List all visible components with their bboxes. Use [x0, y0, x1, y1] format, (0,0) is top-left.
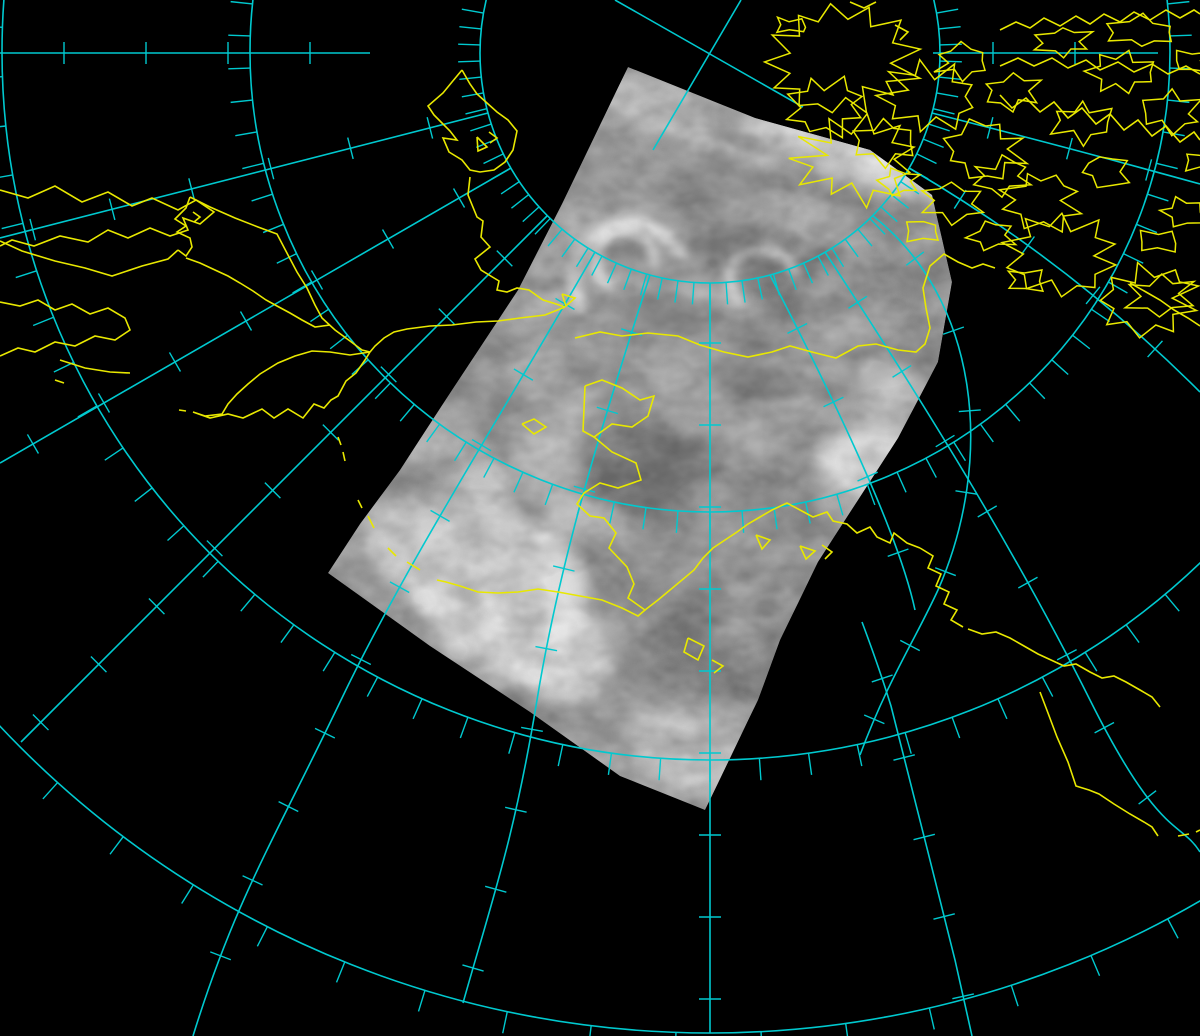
- coastline-coast-dash-v2: [342, 451, 346, 462]
- coastline-island: [1184, 153, 1200, 173]
- coastline-anadyr-dash-b: [54, 379, 65, 384]
- coastline-panhandle-chain: [967, 628, 1161, 708]
- coastline-pws-islet-c: [821, 544, 834, 560]
- coastline-seward-peninsula: [582, 379, 656, 438]
- coastline-kodiak-islet: [711, 659, 725, 674]
- coastline-diomede-islet: [561, 293, 577, 308]
- coastline-polar-top-bit-b: [894, 24, 910, 41]
- coastline-island: [997, 172, 1084, 234]
- coastline-layer: [0, 1, 1200, 837]
- coastline-island: [1157, 195, 1200, 228]
- coastline-siberia-south-shore: [185, 257, 331, 328]
- coastline-st-lawrence-island: [521, 418, 548, 435]
- coastline-island: [1139, 229, 1177, 253]
- coastline-island: [999, 211, 1118, 298]
- coastline-island: [851, 117, 914, 170]
- coastline-pws-islet-b: [799, 545, 817, 561]
- coastline-island: [1049, 99, 1113, 148]
- coastline-greenland-coast-2: [999, 57, 1200, 75]
- coastline-island: [1122, 272, 1197, 318]
- coastline-pws-islet-a: [755, 534, 772, 551]
- coastline-chukotka-blob-islet-a: [476, 136, 489, 153]
- coastline-island: [942, 117, 1030, 180]
- coastline-bc-dash-a: [1177, 833, 1190, 837]
- coastline-island: [775, 15, 807, 34]
- coastline-chukotka-head-nose: [192, 211, 202, 223]
- coastline-island: [762, 2, 923, 115]
- coastline-island: [1175, 49, 1200, 72]
- coastline-aleutian-dash-a: [406, 561, 421, 571]
- coastline-alaska-north-coast: [574, 253, 996, 359]
- coastline-siberia-west-coast: [0, 240, 179, 277]
- coastline-island: [1032, 26, 1096, 59]
- coastline-island: [905, 220, 940, 243]
- coastline-island: [1105, 12, 1173, 48]
- coastline-siberia-lower-tail: [59, 359, 131, 374]
- coastline-panhandle-cluster: [919, 547, 964, 628]
- coastline-aleutian-dash-c: [367, 515, 375, 529]
- coastline-chukotka-se-coast: [467, 176, 566, 308]
- coastline-chukotka-head-mouth: [173, 196, 193, 258]
- coastline-bc-dash-b: [1195, 829, 1200, 833]
- coastline-chukotka-head-east-coast: [189, 196, 371, 353]
- coastline-island: [788, 112, 916, 210]
- coastline-island: [1081, 156, 1131, 189]
- coastline-aleutian-dash-d: [357, 499, 363, 509]
- coastline-polar-top-bit-a: [849, 1, 877, 9]
- coastline-mackenzie-coast: [1129, 282, 1200, 327]
- coastline-siberia-north-blob: [0, 185, 216, 247]
- coastline-island: [1099, 261, 1200, 339]
- coastline-island: [1141, 87, 1200, 137]
- coastline-island: [963, 220, 1018, 252]
- coastline-alaska-south-coast: [644, 502, 921, 611]
- coastline-island: [873, 57, 974, 134]
- coastline-kodiak-island: [683, 637, 706, 662]
- coastline-anadyr-dash-a: [178, 409, 187, 412]
- coastline-bc-coast: [1039, 691, 1159, 837]
- coastline-aleutian-dash-b: [387, 547, 397, 557]
- coastline-island: [875, 166, 923, 197]
- coastline-chukotka-east-blob: [426, 69, 518, 173]
- coastline-greenland-coast-1: [999, 9, 1200, 31]
- coastline-chukotka-south-coast: [369, 306, 566, 353]
- coastline-island: [920, 181, 986, 227]
- coastline-island: [1082, 49, 1155, 95]
- coastline-island: [933, 40, 987, 83]
- coastline-chukotka-blob-islet-b: [488, 131, 499, 144]
- coastline-island: [784, 75, 864, 140]
- coastline-anadyr-lens: [192, 350, 371, 420]
- coastline-coast-dash-v1: [337, 436, 342, 446]
- coastline-siberia-lower-blob: [0, 299, 131, 357]
- coastline-alaska-west-coast: [436, 436, 647, 617]
- coastline-island: [1006, 269, 1045, 293]
- coastline-island: [984, 71, 1044, 114]
- coastline-island: [972, 153, 1034, 199]
